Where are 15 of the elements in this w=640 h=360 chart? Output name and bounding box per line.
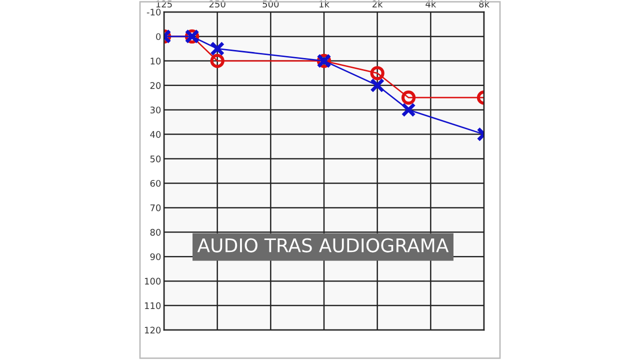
y-tick-label: 80 xyxy=(150,228,161,236)
y-tick-label: -10 xyxy=(146,8,161,16)
y-tick-label: 110 xyxy=(144,302,161,310)
y-tick-label: 40 xyxy=(150,131,161,138)
y-tick-label: 60 xyxy=(150,180,161,187)
y-tick-label: 90 xyxy=(150,253,161,260)
y-tick-label: 70 xyxy=(150,204,161,212)
y-tick-label: 0 xyxy=(156,33,161,40)
y-tick-label: 120 xyxy=(144,326,161,334)
annotation: AUDIO TRAS AUDIOGRAMA xyxy=(197,238,449,252)
y-tick-label: 10 xyxy=(150,58,161,64)
y-tick-label: 30 xyxy=(150,106,161,114)
y-tick-label: 100 xyxy=(144,278,161,285)
y-tick-label: 20 xyxy=(150,82,161,89)
y-tick-label: 50 xyxy=(150,156,161,162)
